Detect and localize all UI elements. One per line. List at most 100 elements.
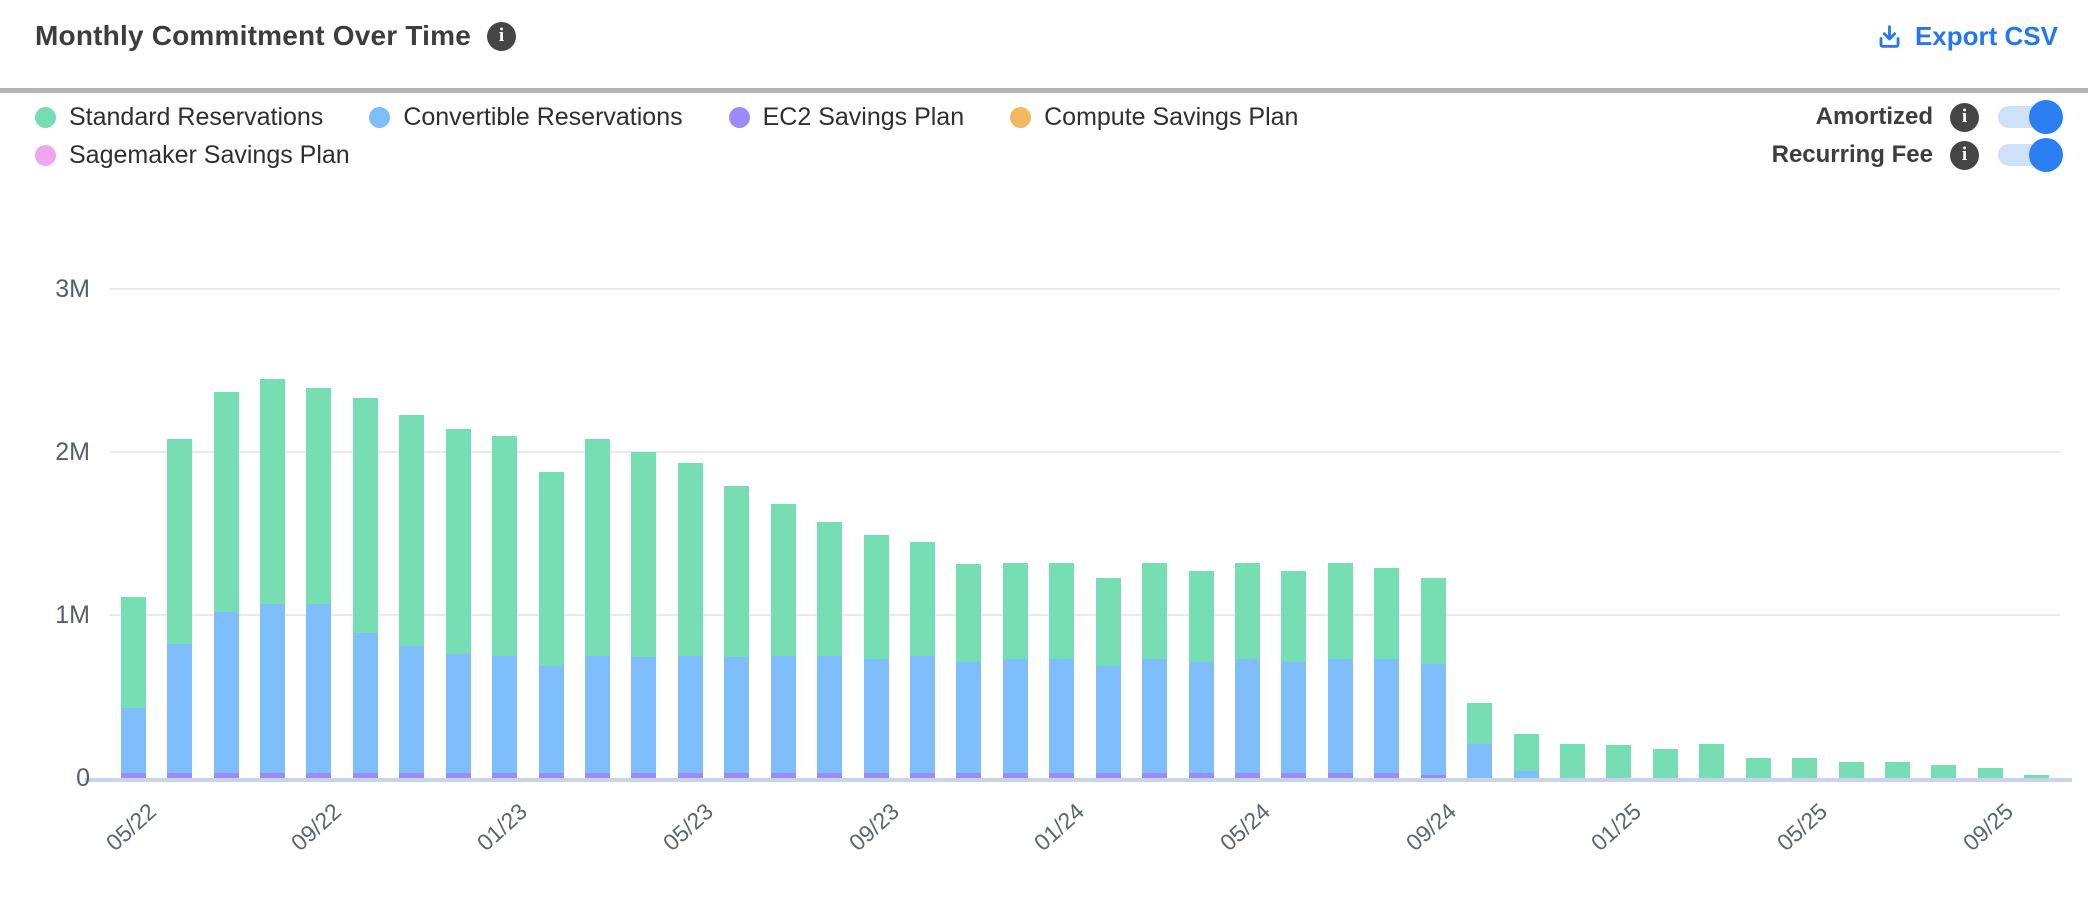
bar-03/24[interactable] bbox=[1142, 562, 1168, 778]
bar-03/25[interactable] bbox=[1699, 743, 1725, 778]
bar-07/24[interactable] bbox=[1327, 562, 1353, 778]
x-axis-label-09/22: 09/22 bbox=[286, 798, 347, 856]
segment-standard-reservations bbox=[492, 435, 518, 656]
segment-convertible-reservations bbox=[399, 645, 425, 774]
bar-08/24[interactable] bbox=[1374, 567, 1400, 778]
bar-10/25[interactable] bbox=[2024, 774, 2050, 778]
export-csv-button[interactable]: Export CSV bbox=[1876, 21, 2058, 52]
toggle-knob bbox=[2029, 100, 2063, 134]
bar-02/24[interactable] bbox=[1095, 577, 1121, 778]
segment-standard-reservations bbox=[352, 398, 378, 633]
bar-02/23[interactable] bbox=[538, 471, 564, 778]
bar-06/22[interactable] bbox=[167, 438, 193, 778]
bar-11/24[interactable] bbox=[1513, 733, 1539, 778]
legend-item-compute-savings-plan[interactable]: Compute Savings Plan bbox=[1010, 103, 1298, 132]
segment-standard-reservations bbox=[1188, 570, 1214, 663]
segment-convertible-reservations bbox=[213, 611, 239, 774]
segment-standard-reservations bbox=[213, 391, 239, 612]
recurring-fee-label: Recurring Fee bbox=[1771, 141, 1933, 168]
segment-ec2-savings-plan bbox=[724, 773, 750, 778]
bar-09/24[interactable] bbox=[1420, 577, 1446, 778]
segment-standard-reservations bbox=[538, 471, 564, 666]
bar-09/25[interactable] bbox=[1977, 768, 2003, 778]
segment-ec2-savings-plan bbox=[631, 773, 657, 778]
segment-standard-reservations bbox=[724, 486, 750, 658]
legend-item-convertible-reservations[interactable]: Convertible Reservations bbox=[369, 103, 683, 132]
segment-standard-reservations bbox=[817, 522, 843, 656]
legend-item-sagemaker-savings-plan[interactable]: Sagemaker Savings Plan bbox=[35, 141, 350, 170]
bar-01/24[interactable] bbox=[1049, 562, 1075, 778]
segment-ec2-savings-plan bbox=[956, 773, 982, 778]
bar-05/25[interactable] bbox=[1792, 758, 1818, 778]
bar-08/23[interactable] bbox=[817, 522, 843, 778]
bar-12/23[interactable] bbox=[1002, 562, 1028, 778]
x-axis-label-01/23: 01/23 bbox=[471, 798, 533, 856]
bar-03/23[interactable] bbox=[585, 438, 610, 778]
legend-dot bbox=[728, 106, 750, 128]
bar-06/23[interactable] bbox=[724, 486, 750, 778]
bar-08/22[interactable] bbox=[260, 378, 285, 778]
bar-08/25[interactable] bbox=[1931, 764, 1957, 778]
bar-09/22[interactable] bbox=[306, 388, 332, 778]
segment-ec2-savings-plan bbox=[1235, 773, 1260, 778]
bar-01/25[interactable] bbox=[1606, 745, 1632, 778]
amortized-info-icon[interactable]: i bbox=[1950, 102, 1979, 132]
segment-standard-reservations bbox=[1467, 703, 1493, 744]
x-axis-label-05/25: 05/25 bbox=[1771, 798, 1833, 856]
bar-07/22[interactable] bbox=[213, 391, 239, 778]
bar-05/24[interactable] bbox=[1235, 562, 1260, 778]
amortized-toggle[interactable] bbox=[1998, 100, 2063, 134]
legend: Standard Reservations Convertible Reserva… bbox=[35, 98, 1455, 174]
legend-item-ec2-savings-plan[interactable]: EC2 Savings Plan bbox=[728, 103, 964, 132]
segment-standard-reservations bbox=[1792, 758, 1818, 778]
x-axis-label-01/25: 01/25 bbox=[1586, 798, 1647, 856]
segment-standard-reservations bbox=[1885, 761, 1910, 778]
bar-02/25[interactable] bbox=[1652, 748, 1678, 778]
segment-standard-reservations bbox=[399, 414, 425, 646]
recurring-fee-toggle[interactable] bbox=[1998, 138, 2063, 172]
bar-05/22[interactable] bbox=[120, 597, 146, 778]
segment-ec2-savings-plan bbox=[770, 773, 796, 778]
title-info-icon[interactable]: i bbox=[487, 21, 517, 51]
bar-10/24[interactable] bbox=[1467, 703, 1493, 778]
recurring-fee-info-icon[interactable]: i bbox=[1950, 140, 1979, 170]
y-axis-label-2M: 2M bbox=[55, 438, 90, 466]
segment-standard-reservations bbox=[1095, 577, 1121, 666]
legend-dot bbox=[369, 106, 391, 128]
bar-12/22[interactable] bbox=[445, 429, 471, 778]
bar-01/23[interactable] bbox=[492, 435, 518, 778]
bar-06/24[interactable] bbox=[1281, 570, 1307, 778]
segment-ec2-savings-plan bbox=[538, 773, 564, 778]
segment-convertible-reservations bbox=[1002, 658, 1028, 774]
legend-label: Compute Savings Plan bbox=[1044, 102, 1299, 131]
bar-12/24[interactable] bbox=[1560, 743, 1585, 778]
bar-06/25[interactable] bbox=[1838, 761, 1864, 778]
segment-standard-reservations bbox=[677, 463, 703, 656]
segment-ec2-savings-plan bbox=[910, 773, 935, 778]
bar-07/23[interactable] bbox=[770, 504, 796, 778]
bar-10/22[interactable] bbox=[352, 398, 378, 778]
bar-10/23[interactable] bbox=[910, 541, 935, 778]
bar-11/22[interactable] bbox=[399, 414, 425, 778]
legend-item-standard-reservations[interactable]: Standard Reservations bbox=[35, 103, 323, 132]
bar-05/23[interactable] bbox=[677, 463, 703, 778]
segment-convertible-reservations bbox=[538, 665, 564, 774]
segment-convertible-reservations bbox=[863, 659, 889, 774]
segment-ec2-savings-plan bbox=[677, 773, 703, 778]
segment-standard-reservations bbox=[1977, 768, 2003, 778]
segment-standard-reservations bbox=[1560, 743, 1585, 778]
segment-standard-reservations bbox=[1513, 733, 1539, 772]
segment-ec2-savings-plan bbox=[585, 773, 610, 778]
segment-standard-reservations bbox=[770, 504, 796, 656]
segment-standard-reservations bbox=[1049, 562, 1075, 659]
bar-04/25[interactable] bbox=[1745, 758, 1771, 778]
segment-convertible-reservations bbox=[1327, 658, 1353, 774]
bar-11/23[interactable] bbox=[956, 564, 982, 778]
segment-standard-reservations bbox=[167, 438, 193, 645]
bar-07/25[interactable] bbox=[1885, 761, 1910, 778]
bar-04/23[interactable] bbox=[631, 452, 657, 778]
bar-09/23[interactable] bbox=[863, 535, 889, 778]
bar-04/24[interactable] bbox=[1188, 570, 1214, 778]
